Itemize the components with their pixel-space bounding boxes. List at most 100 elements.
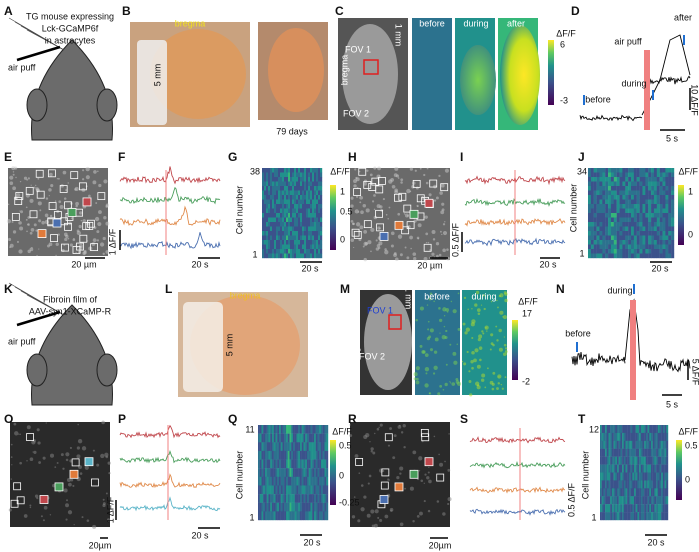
heatmap-cell — [633, 213, 637, 218]
heatmap-cell — [608, 195, 612, 200]
speckle — [427, 471, 430, 474]
trace — [639, 358, 691, 373]
heatmap-cell — [640, 496, 643, 505]
heatmap-cell — [662, 464, 665, 473]
speckle — [80, 219, 83, 222]
heatmap-cell — [304, 226, 307, 232]
heatmap-cell — [282, 244, 285, 250]
roi-box — [37, 229, 47, 239]
time-marker — [583, 95, 585, 105]
speckle — [16, 240, 19, 243]
mouse-ear — [96, 88, 118, 122]
heatmap-cell — [284, 231, 287, 236]
heatmap-cell — [623, 440, 626, 449]
heatmap-cell — [648, 177, 652, 182]
speckle — [478, 346, 483, 350]
heatmap-cell — [651, 480, 653, 489]
heatmap-cell — [662, 177, 666, 182]
heatmap-cell — [605, 195, 609, 200]
heatmap-cell — [635, 496, 638, 505]
annotation: Lck-GCaMP6f — [42, 23, 99, 33]
heatmap-cell — [649, 472, 652, 481]
speckle — [417, 223, 422, 228]
heatmap-cell — [284, 190, 287, 196]
heatmap-cell — [659, 226, 663, 232]
heatmap-cell — [308, 190, 311, 196]
heatmap-cell — [294, 459, 297, 469]
speckle — [416, 204, 419, 207]
heatmap-cell — [273, 442, 276, 452]
heatmap-cell — [647, 472, 650, 481]
heatmap-cell — [314, 476, 316, 486]
annotation: before — [419, 18, 445, 28]
heatmap-cell — [324, 459, 327, 469]
heatmap-cell — [314, 494, 316, 503]
heatmap-cell — [291, 425, 294, 434]
panel-label: L — [165, 282, 172, 296]
heatmap-cell — [303, 476, 306, 486]
speckle — [19, 226, 24, 231]
heatmap-cell — [668, 217, 672, 223]
heatmap-cell — [274, 226, 277, 232]
heatmap-cell — [316, 208, 319, 214]
heatmap-cell — [606, 425, 609, 434]
heatmap-cell — [261, 459, 264, 469]
heatmap-cell — [268, 240, 271, 245]
heatmap-cell — [282, 208, 285, 214]
heatmap-cell — [298, 172, 301, 178]
speckle — [12, 173, 15, 176]
heatmap-cell — [292, 222, 295, 227]
heatmap-cell — [671, 213, 675, 218]
roi-box — [79, 234, 88, 243]
heatmap-cell — [628, 249, 632, 254]
heatmap-cell — [623, 464, 626, 473]
heatmap-cell — [605, 181, 609, 187]
trace — [119, 496, 221, 512]
heatmap-cell — [312, 199, 315, 205]
speckle — [502, 316, 504, 318]
heatmap-cell — [316, 213, 319, 218]
heatmap-cell — [622, 195, 626, 200]
heatmap-cell — [302, 213, 305, 218]
heatmap-cell — [631, 195, 635, 200]
heatmap-cell — [659, 456, 662, 465]
heatmap-cell — [608, 512, 611, 521]
roi-box — [375, 209, 383, 218]
stimulus-bar — [644, 50, 650, 130]
heatmap-cell — [315, 494, 318, 503]
heatmap-cell — [662, 222, 666, 227]
speckle — [412, 252, 417, 256]
heatmap-cell — [302, 204, 305, 209]
heatmap-cell — [627, 472, 630, 481]
heatmap-cell — [308, 253, 311, 259]
heatmap-cell — [613, 480, 616, 489]
speckle — [48, 195, 50, 197]
heatmap-cell — [301, 450, 304, 460]
heatmap-cell — [602, 249, 606, 254]
heatmap-cell — [593, 235, 597, 241]
speckle — [373, 166, 377, 170]
heatmap-cell — [656, 456, 658, 465]
heatmap-cell — [292, 244, 295, 250]
heatmap-cell — [601, 512, 604, 521]
heatmap-cell — [294, 222, 297, 227]
heatmap-cell — [284, 425, 287, 434]
heatmap-cell — [308, 442, 311, 452]
heatmap-cell — [262, 231, 265, 236]
heatmap-cell — [616, 199, 620, 205]
heatmap-cell — [623, 456, 626, 465]
heatmap-cell — [662, 168, 666, 173]
heatmap-cell — [264, 253, 267, 259]
heatmap-cell — [648, 186, 652, 191]
annotation: 38 — [250, 166, 260, 176]
speckle — [425, 232, 429, 236]
heatmap-cell — [300, 226, 303, 232]
heatmap-cell — [270, 208, 273, 214]
heatmap-cell — [316, 249, 319, 254]
heatmap-cell — [261, 485, 264, 495]
heatmap-cell — [588, 199, 592, 205]
heatmap-cell — [291, 468, 294, 478]
heatmap-cell — [294, 249, 297, 254]
speckle — [501, 387, 504, 390]
heatmap-cell — [664, 488, 667, 497]
